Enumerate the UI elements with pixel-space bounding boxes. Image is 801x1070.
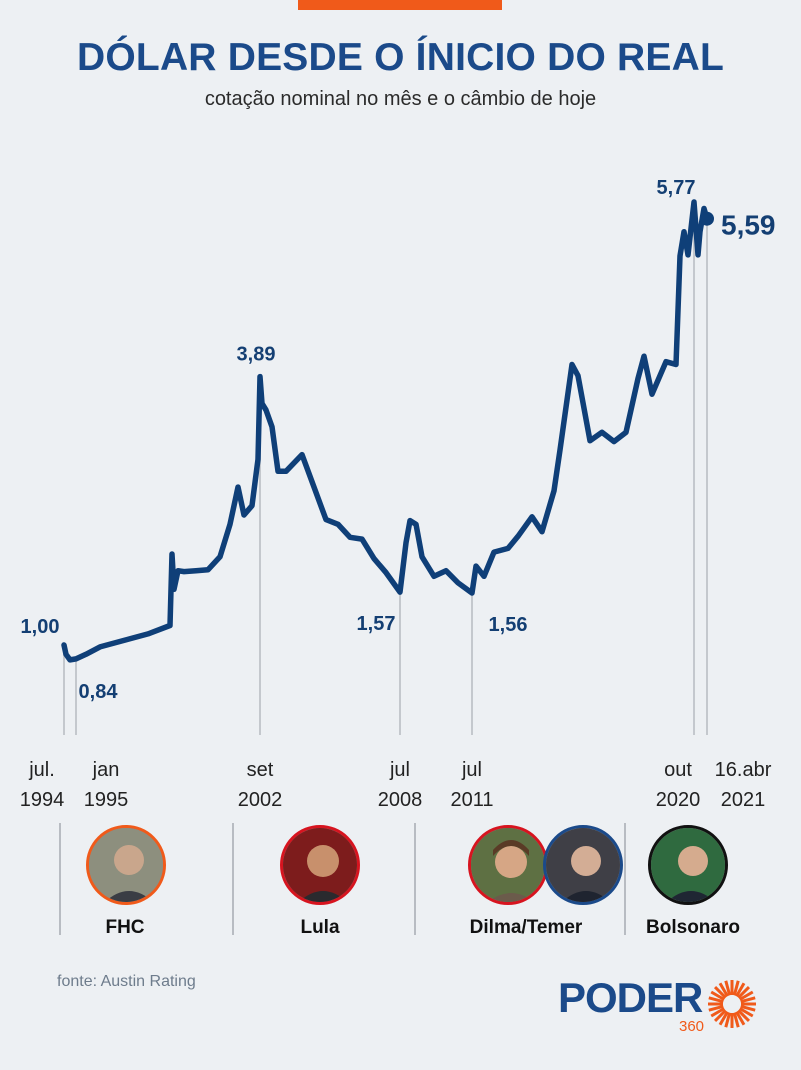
lula-portrait bbox=[280, 825, 360, 905]
person-icon bbox=[89, 828, 163, 902]
era-divider bbox=[59, 823, 61, 935]
sun-ray bbox=[740, 1004, 756, 1012]
x-tick-label: 16.abr 2021 bbox=[714, 759, 772, 811]
data-label: 1,56 bbox=[489, 614, 528, 636]
x-tick-label: jan 1995 bbox=[83, 759, 129, 811]
x-tick-label: jul 2011 bbox=[450, 759, 494, 811]
person-icon bbox=[283, 828, 357, 902]
x-tick-label: out 2020 bbox=[655, 759, 701, 811]
data-label: 1,57 bbox=[357, 613, 396, 635]
sun-ray bbox=[724, 1012, 732, 1028]
person-icon bbox=[546, 828, 620, 902]
sun-ray bbox=[713, 985, 727, 999]
x-tick-label: jul 2008 bbox=[377, 759, 423, 811]
accent-bar bbox=[298, 0, 502, 10]
person-icon bbox=[471, 828, 545, 902]
line-chart: 1,00 0,84 3,89 1,57 1,56 5,77 5,59 bbox=[21, 177, 776, 735]
x-tick-label: jul. 1994 bbox=[19, 759, 65, 811]
source-note: fonte: Austin Rating bbox=[57, 973, 196, 990]
data-label: 0,84 bbox=[79, 681, 119, 703]
sun-ray bbox=[735, 1011, 746, 1026]
temer-portrait bbox=[543, 825, 623, 905]
sun-ray bbox=[739, 1007, 754, 1018]
data-label: 5,77 bbox=[657, 177, 696, 199]
sun-ray bbox=[710, 990, 725, 1001]
sun-ray bbox=[737, 1009, 751, 1023]
president-name-bolsonaro: Bolsonaro bbox=[646, 917, 740, 938]
sun-ray bbox=[735, 982, 746, 997]
series-line bbox=[61, 199, 710, 663]
end-point bbox=[700, 211, 714, 226]
sun-ray bbox=[708, 1004, 724, 1012]
sun-ray bbox=[740, 996, 756, 1004]
sun-ray bbox=[732, 980, 740, 996]
bolsonaro-portrait bbox=[648, 825, 728, 905]
sun-ray bbox=[708, 996, 724, 1004]
sun-ray bbox=[737, 985, 751, 999]
logo-word: PODER bbox=[558, 974, 703, 1021]
logo-number: 360 bbox=[679, 1018, 705, 1035]
president-name-fhc: FHC bbox=[105, 917, 145, 938]
president-name-lula: Lula bbox=[300, 917, 340, 938]
sun-ray bbox=[710, 1007, 725, 1018]
chart-subtitle: cotação nominal no mês e o câmbio de hoj… bbox=[204, 88, 597, 110]
data-label: 3,89 bbox=[237, 344, 276, 366]
sun-ray bbox=[739, 990, 754, 1001]
sun-ray bbox=[718, 1011, 729, 1026]
era-divider bbox=[232, 823, 234, 935]
sun-ray bbox=[724, 980, 732, 996]
sun-ray bbox=[732, 1012, 740, 1028]
poder360-logo: PODER 360 bbox=[558, 974, 756, 1035]
sun-ray bbox=[718, 982, 729, 997]
fhc-portrait bbox=[86, 825, 166, 905]
era-divider bbox=[414, 823, 416, 935]
data-label: 1,00 bbox=[21, 616, 60, 638]
dilma-portrait bbox=[468, 825, 548, 905]
president-name-dilma-temer: Dilma/Temer bbox=[469, 917, 583, 938]
guide-lines bbox=[63, 202, 708, 735]
chart-title: DÓLAR DESDE O ÍNICIO DO REAL bbox=[77, 36, 724, 79]
x-tick-label: set 2002 bbox=[237, 759, 283, 811]
sun-burst-icon bbox=[708, 980, 756, 1028]
era-divider bbox=[624, 823, 626, 935]
person-icon bbox=[651, 828, 725, 902]
sun-ray bbox=[713, 1009, 727, 1023]
data-label: 5,59 bbox=[721, 210, 776, 241]
